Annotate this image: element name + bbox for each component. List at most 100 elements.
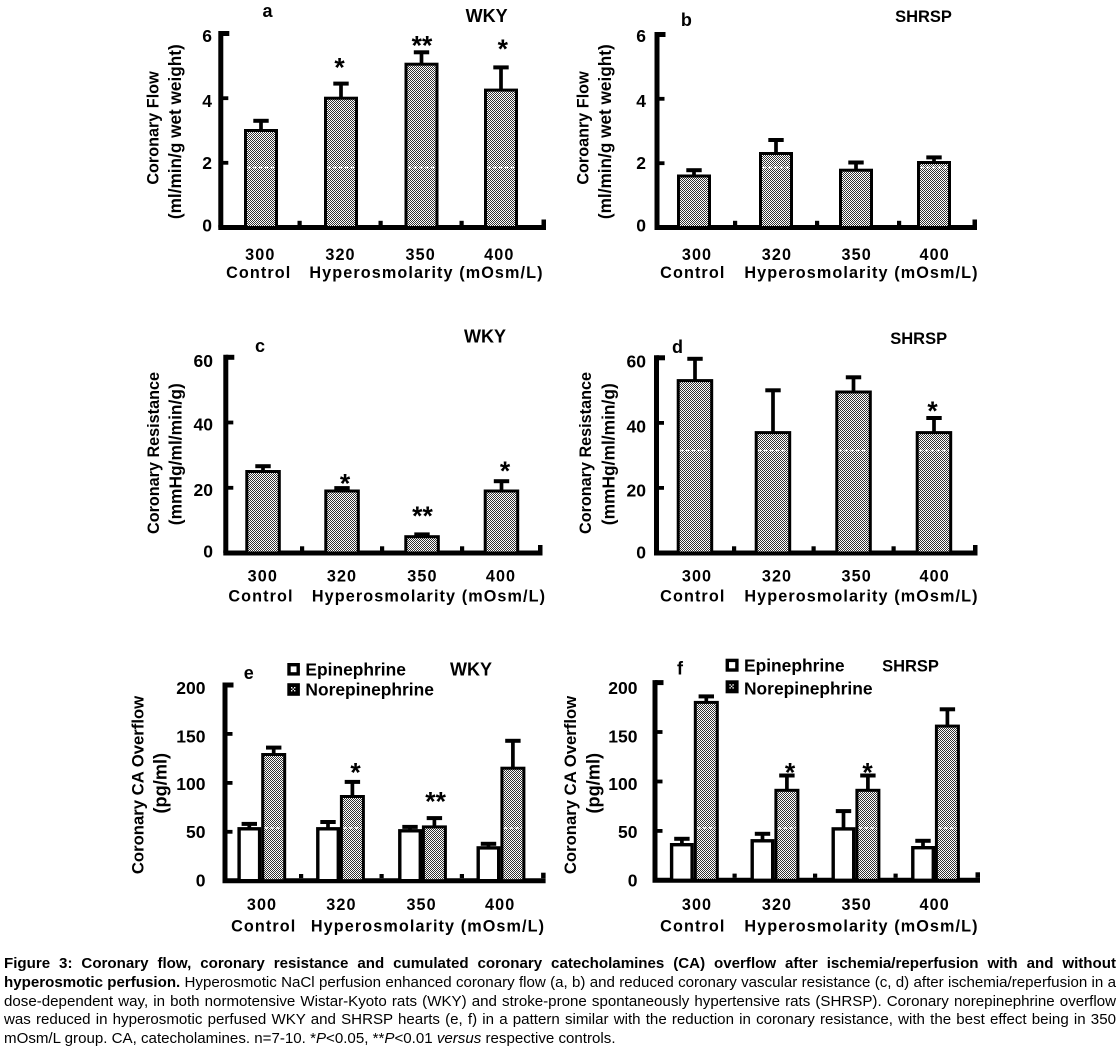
svg-text:320: 320: [762, 568, 792, 586]
svg-text:*: *: [334, 53, 345, 83]
svg-text:6: 6: [636, 26, 646, 46]
svg-text:*: *: [927, 396, 938, 426]
svg-text:WKY: WKY: [464, 327, 506, 347]
svg-text:150: 150: [608, 727, 637, 747]
svg-text:Coronary Resistance: Coronary Resistance: [577, 372, 595, 534]
svg-text:Coronary Flow: Coronary Flow: [145, 71, 163, 185]
svg-text:Control: Control: [228, 587, 293, 605]
svg-text:0: 0: [628, 871, 638, 891]
svg-text:e: e: [244, 663, 254, 683]
svg-text:Hyperosmolarity (mOsm/L): Hyperosmolarity (mOsm/L): [312, 587, 546, 605]
svg-text:0: 0: [196, 871, 206, 891]
svg-text:350: 350: [842, 246, 872, 264]
svg-text:*: *: [350, 758, 361, 788]
svg-text:300: 300: [248, 568, 278, 586]
svg-text:**: **: [425, 786, 446, 816]
svg-text:400: 400: [920, 896, 950, 914]
svg-text:0: 0: [203, 541, 213, 561]
svg-text:50: 50: [618, 822, 638, 842]
svg-text:a: a: [262, 1, 273, 21]
svg-text:SHRSP: SHRSP: [882, 658, 939, 676]
svg-text:Norepinephrine: Norepinephrine: [305, 680, 434, 700]
svg-text:60: 60: [194, 351, 214, 371]
svg-text:300: 300: [247, 896, 277, 914]
svg-text:WKY: WKY: [450, 659, 492, 679]
svg-text:0: 0: [202, 216, 212, 236]
svg-text:*: *: [498, 34, 509, 64]
svg-text:100: 100: [176, 774, 205, 794]
svg-text:(pg/ml): (pg/ml): [583, 753, 603, 814]
svg-text:(ml/min/g wet weight): (ml/min/g wet weight): [595, 44, 615, 219]
svg-text:Control: Control: [231, 917, 296, 935]
svg-text:Coroanry Flow: Coroanry Flow: [575, 71, 593, 185]
svg-text:b: b: [681, 10, 692, 30]
svg-text:320: 320: [762, 246, 792, 264]
svg-text:Epinephrine: Epinephrine: [744, 656, 845, 676]
svg-text:SHRSP: SHRSP: [890, 330, 947, 348]
svg-text:100: 100: [608, 774, 637, 794]
svg-text:(pg/ml): (pg/ml): [150, 753, 170, 814]
svg-text:Control: Control: [660, 587, 725, 605]
svg-text:**: **: [412, 31, 433, 61]
svg-text:Hyperosmolarity (mOsm/L): Hyperosmolarity (mOsm/L): [309, 264, 543, 282]
svg-text:300: 300: [682, 246, 712, 264]
svg-text:200: 200: [608, 678, 637, 698]
svg-text:Hyperosmolarity (mOsm/L): Hyperosmolarity (mOsm/L): [744, 917, 978, 935]
svg-text:40: 40: [194, 414, 214, 434]
svg-text:4: 4: [202, 91, 212, 111]
svg-text:200: 200: [176, 678, 205, 698]
svg-text:c: c: [255, 336, 265, 356]
svg-text:2: 2: [202, 153, 212, 173]
svg-text:*: *: [862, 758, 873, 788]
svg-text:WKY: WKY: [466, 6, 508, 26]
svg-text:20: 20: [194, 480, 214, 500]
svg-text:350: 350: [406, 896, 436, 914]
svg-text:Hyperosmolarity (mOsm/L): Hyperosmolarity (mOsm/L): [311, 917, 545, 935]
svg-text:d: d: [672, 337, 683, 357]
svg-text:(mmHg/ml/min/g): (mmHg/ml/min/g): [598, 383, 618, 525]
svg-text:Control: Control: [660, 917, 725, 935]
svg-text:*: *: [785, 758, 796, 788]
svg-text:320: 320: [326, 896, 356, 914]
svg-text:400: 400: [920, 568, 950, 586]
svg-text:50: 50: [186, 822, 206, 842]
svg-text:Hyperosmolarity (mOsm/L): Hyperosmolarity (mOsm/L): [744, 264, 978, 282]
svg-text:20: 20: [627, 481, 647, 501]
svg-text:0: 0: [636, 542, 646, 562]
svg-text:300: 300: [682, 896, 712, 914]
svg-text:350: 350: [407, 568, 437, 586]
svg-text:**: **: [412, 501, 433, 531]
svg-text:*: *: [340, 469, 351, 499]
svg-text:Epinephrine: Epinephrine: [305, 659, 406, 679]
svg-text:6: 6: [202, 26, 212, 46]
svg-text:350: 350: [842, 896, 872, 914]
svg-text:400: 400: [486, 568, 516, 586]
svg-text:0: 0: [636, 216, 646, 236]
svg-text:f: f: [677, 659, 684, 679]
svg-text:Coronary CA Overflow: Coronary CA Overflow: [129, 695, 148, 874]
svg-text:350: 350: [842, 568, 872, 586]
svg-text:300: 300: [245, 246, 275, 264]
svg-text:Coronary CA Overflow: Coronary CA Overflow: [561, 695, 580, 874]
svg-text:40: 40: [627, 417, 647, 437]
svg-text:(mmHg/ml/min/g): (mmHg/ml/min/g): [166, 383, 186, 525]
svg-text:4: 4: [636, 91, 646, 111]
svg-text:*: *: [500, 456, 511, 486]
svg-text:Control: Control: [226, 264, 291, 282]
svg-text:300: 300: [682, 568, 712, 586]
svg-text:400: 400: [920, 246, 950, 264]
svg-text:320: 320: [762, 896, 792, 914]
svg-text:150: 150: [176, 727, 205, 747]
svg-text:Control: Control: [660, 264, 725, 282]
svg-text:SHRSP: SHRSP: [895, 8, 952, 26]
svg-text:(ml/min/g wet weight): (ml/min/g wet weight): [165, 44, 185, 219]
svg-text:400: 400: [485, 896, 515, 914]
svg-text:350: 350: [406, 246, 436, 264]
svg-text:Coronary Resistance: Coronary Resistance: [145, 372, 163, 534]
svg-text:400: 400: [484, 246, 514, 264]
svg-text:Hyperosmolarity (mOsm/L): Hyperosmolarity (mOsm/L): [744, 587, 978, 605]
svg-text:320: 320: [327, 568, 357, 586]
svg-text:320: 320: [325, 246, 355, 264]
svg-text:60: 60: [627, 352, 647, 372]
svg-text:2: 2: [636, 153, 646, 173]
